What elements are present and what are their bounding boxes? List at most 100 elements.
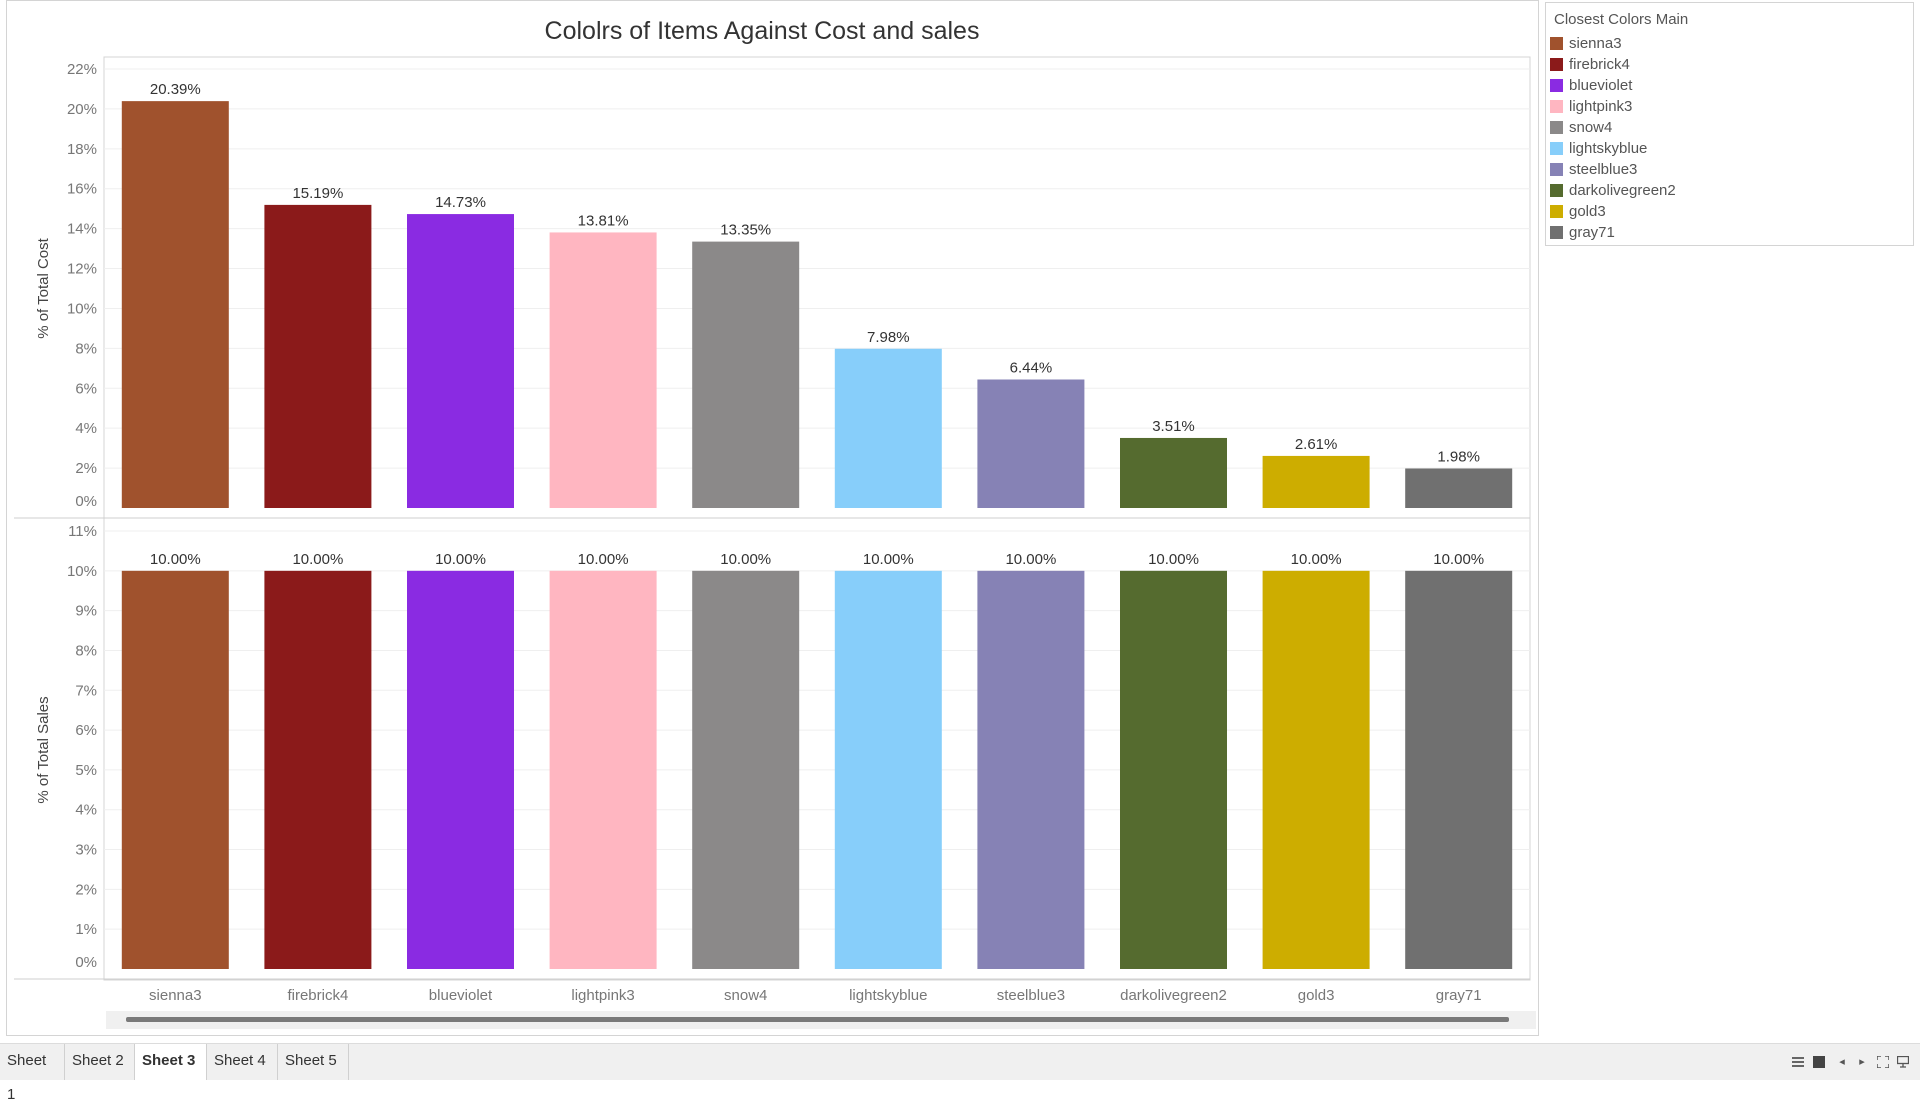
color-legend[interactable]: Closest Colors Main sienna3 firebrick4 b…	[1545, 2, 1914, 246]
fullscreen-icon[interactable]	[1876, 1055, 1890, 1069]
sales-y-tick-label: 2%	[75, 881, 97, 898]
tab-sheet-4[interactable]: Sheet 4	[207, 1044, 278, 1080]
sales-y-tick-label: 0%	[75, 954, 97, 971]
cost-bar-darkolivegreen2	[1120, 437, 1227, 508]
cost-bar-blueviolet	[407, 214, 514, 508]
legend-label: sienna3	[1569, 35, 1622, 52]
presentation-icon[interactable]	[1896, 1055, 1910, 1068]
cost-y-tick-label: 2%	[75, 460, 97, 477]
sales-y-tick-label: 1%	[75, 921, 97, 938]
sales-y-tick-label: 5%	[75, 762, 97, 779]
legend-swatch	[1550, 58, 1563, 71]
single-view-icon[interactable]	[1813, 1056, 1825, 1068]
next-sheet-icon[interactable]: ▸	[1859, 1056, 1865, 1068]
sales-y-tick-label: 3%	[75, 842, 97, 859]
cost-bar-gray71	[1405, 468, 1513, 508]
cost-bar-steelblue3	[977, 379, 1085, 508]
x-tick-label: steelblue3	[997, 987, 1065, 1004]
chart-frame: Cololrs of Items Against Cost and sales 0…	[6, 0, 1539, 1036]
sales-bar-gray71	[1405, 570, 1513, 969]
legend-swatch	[1550, 205, 1563, 218]
cost-data-label: 6.44%	[1010, 359, 1053, 376]
cost-data-label: 20.39%	[150, 81, 201, 98]
x-tick-label: lightpink3	[571, 987, 634, 1004]
cost-bar-firebrick4	[264, 204, 372, 509]
legend-item[interactable]: darkolivegreen2	[1546, 180, 1913, 201]
legend-label: snow4	[1569, 119, 1613, 136]
legend-item[interactable]: blueviolet	[1546, 75, 1913, 96]
legend-swatch	[1550, 163, 1563, 176]
legend-item[interactable]: lightskyblue	[1546, 138, 1913, 159]
sales-y-tick-label: 8%	[75, 642, 97, 659]
sales-data-label: 10.00%	[435, 551, 486, 568]
legend-label: lightpink3	[1569, 98, 1633, 115]
legend-swatch	[1550, 100, 1563, 113]
legend-item[interactable]: gold3	[1546, 201, 1913, 222]
legend-item[interactable]: gray71	[1546, 222, 1913, 243]
legend-title: Closest Colors Main	[1554, 11, 1689, 28]
legend-item[interactable]: lightpink3	[1546, 96, 1913, 117]
cost-data-label: 7.98%	[867, 329, 910, 346]
legend-item[interactable]: sienna3	[1546, 33, 1913, 54]
cost-data-label: 13.81%	[578, 212, 629, 229]
tab-sheet-2[interactable]: Sheet 2	[65, 1044, 135, 1080]
sales-data-label: 10.00%	[1005, 551, 1056, 568]
x-tick-label: gray71	[1436, 987, 1482, 1004]
chart-title: Cololrs of Items Against Cost and sales	[545, 17, 980, 45]
sales-bar-darkolivegreen2	[1120, 570, 1227, 969]
cost-data-label: 14.73%	[435, 194, 486, 211]
legend-swatch	[1550, 121, 1563, 134]
sales-data-label: 10.00%	[578, 551, 629, 568]
sales-data-label: 10.00%	[292, 551, 343, 568]
legend-item[interactable]: firebrick4	[1546, 54, 1913, 75]
legend-swatch	[1550, 37, 1563, 50]
sales-bar-firebrick4	[264, 570, 372, 969]
sales-data-label: 10.00%	[863, 551, 914, 568]
legend-item[interactable]: steelblue3	[1546, 159, 1913, 180]
tab-sheet-1[interactable]: Sheet 1	[0, 1044, 65, 1103]
legend-label: gray71	[1569, 224, 1615, 241]
legend-items: sienna3 firebrick4 blueviolet lightpink3…	[1546, 33, 1913, 243]
legend-label: gold3	[1569, 203, 1606, 220]
chart-canvas: Cololrs of Items Against Cost and sales 0…	[14, 17, 1536, 1029]
sales-bar-lightpink3	[549, 570, 657, 969]
x-tick-label: lightskyblue	[849, 987, 927, 1004]
cost-y-tick-label: 14%	[67, 221, 97, 238]
legend-swatch	[1550, 142, 1563, 155]
sales-y-tick-label: 9%	[75, 603, 97, 620]
sales-bar-steelblue3	[977, 570, 1085, 969]
tab-sheet-3[interactable]: Sheet 3	[135, 1044, 207, 1080]
sales-data-label: 10.00%	[150, 551, 201, 568]
cost-y-tick-label: 10%	[67, 300, 97, 317]
cost-y-tick-label: 22%	[67, 61, 97, 78]
cost-y-tick-label: 18%	[67, 141, 97, 158]
sales-bar-sienna3	[121, 570, 229, 969]
cost-y-tick-label: 0%	[75, 493, 97, 510]
legend-item[interactable]: snow4	[1546, 117, 1913, 138]
tab-sheet-5[interactable]: Sheet 5	[278, 1044, 349, 1080]
sales-bar-lightskyblue	[834, 570, 942, 969]
cost-y-tick-label: 6%	[75, 380, 97, 397]
legend-label: lightskyblue	[1569, 140, 1648, 157]
cost-data-label: 3.51%	[1152, 418, 1195, 435]
sales-y-tick-label: 6%	[75, 722, 97, 739]
x-tick-label: sienna3	[149, 987, 202, 1004]
prev-sheet-icon[interactable]: ◂	[1839, 1056, 1845, 1068]
sheet-tab-bar: Sheet 1 Sheet 2 Sheet 3 Sheet 4 Sheet 5 …	[0, 1043, 1920, 1103]
cost-data-label: 1.98%	[1437, 448, 1480, 465]
grid-view-icon[interactable]	[1792, 1056, 1804, 1068]
x-tick-label: firebrick4	[287, 987, 348, 1004]
cost-y-tick-label: 16%	[67, 181, 97, 198]
sales-bar-gold3	[1262, 570, 1370, 969]
cost-bar-gold3	[1262, 455, 1370, 508]
cost-bar-sienna3	[121, 101, 229, 508]
cost-y-tick-label: 8%	[75, 340, 97, 357]
sales-y-tick-label: 10%	[67, 563, 97, 580]
sales-y-tick-label: 11%	[68, 523, 97, 540]
cost-y-tick-label: 4%	[75, 420, 97, 437]
cost-data-label: 2.61%	[1295, 436, 1338, 453]
sales-bar-blueviolet	[407, 570, 514, 969]
scrollbar-thumb[interactable]	[126, 1017, 1509, 1022]
legend-label: darkolivegreen2	[1569, 182, 1676, 199]
sales-bar-snow4	[692, 570, 800, 969]
